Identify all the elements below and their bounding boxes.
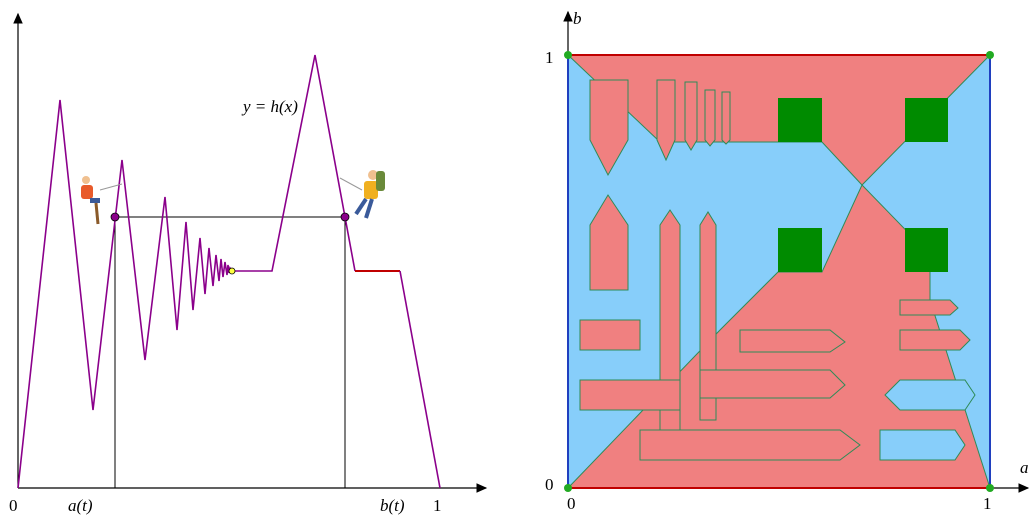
limit-point bbox=[229, 268, 235, 274]
climber-b-point bbox=[341, 213, 349, 221]
curve-label: y = h(x) bbox=[241, 97, 298, 116]
figure: 0 a(t) b(t) 1 y = h(x) bbox=[0, 0, 1034, 517]
right-panel: b 1 0 0 1 a bbox=[545, 9, 1029, 513]
mountain-profile bbox=[18, 55, 355, 488]
a-one-label: 1 bbox=[983, 494, 992, 513]
a-label: a(t) bbox=[68, 496, 93, 515]
climber-b bbox=[340, 170, 385, 218]
b-axis-label: b bbox=[573, 9, 582, 28]
descent bbox=[400, 271, 440, 488]
b-label: b(t) bbox=[380, 496, 405, 515]
left-panel: 0 a(t) b(t) 1 y = h(x) bbox=[9, 14, 486, 515]
b-one-label: 1 bbox=[545, 48, 554, 67]
climber-a-point bbox=[111, 213, 119, 221]
origin-label: 0 bbox=[9, 496, 18, 515]
a-zero-label: 0 bbox=[567, 494, 576, 513]
one-label: 1 bbox=[433, 496, 442, 515]
b-zero-label: 0 bbox=[545, 475, 554, 494]
a-axis-label: a bbox=[1020, 458, 1029, 477]
